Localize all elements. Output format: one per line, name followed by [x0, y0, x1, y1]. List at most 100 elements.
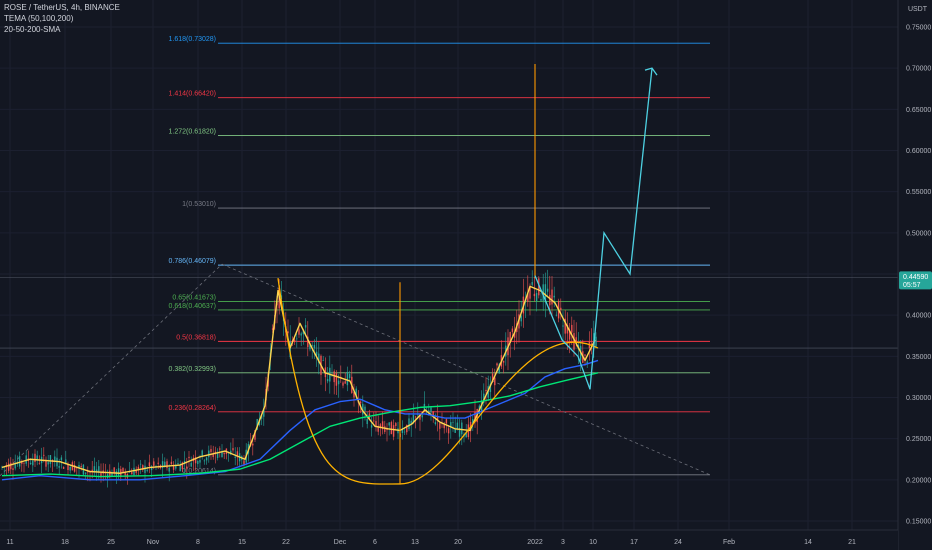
candle-body — [47, 462, 49, 465]
candle-body — [243, 460, 245, 465]
drawing-tools[interactable] — [277, 64, 658, 485]
candle-body — [25, 455, 27, 464]
projection-path[interactable] — [534, 68, 653, 390]
symbol-title[interactable]: ROSE / TetherUS, 4h, BINANCE — [4, 3, 120, 12]
fib-level-label: 0.786(0.46079) — [169, 258, 216, 265]
candle-body — [148, 462, 151, 467]
candle-body — [205, 457, 208, 461]
candle-body — [562, 325, 564, 327]
projection-arrow-icon — [644, 67, 658, 76]
candle-body — [322, 360, 324, 361]
candle-body — [375, 421, 377, 427]
candle-body — [188, 456, 190, 459]
countdown-label: 05:57 — [903, 282, 921, 289]
fib-level-label: 1.618(0.73028) — [169, 36, 216, 43]
candle-body — [307, 336, 309, 348]
candle-body — [355, 388, 357, 398]
candle-body — [80, 466, 82, 467]
candle-body — [87, 471, 89, 473]
candle-body — [439, 423, 441, 429]
price-tick-label: 0.60000 — [906, 148, 931, 155]
candle-body — [212, 454, 214, 458]
last-price-label: 0.44590 — [903, 274, 928, 281]
candle-body — [564, 318, 566, 334]
candle-body — [21, 461, 23, 464]
candle-body — [509, 331, 511, 343]
candle-body — [535, 293, 538, 302]
candle-body — [359, 401, 362, 404]
candle-body — [335, 373, 338, 386]
candle-body — [538, 278, 540, 296]
fib-level-label: 0.5(0.36818) — [176, 334, 216, 341]
candle-body — [181, 462, 184, 470]
candle-body — [100, 472, 102, 478]
candle-body — [337, 380, 340, 385]
candle-body — [377, 425, 379, 432]
candle-body — [447, 428, 450, 434]
candle-body — [271, 328, 274, 330]
indicator-tema-label[interactable]: TEMA (50,100,200) — [4, 14, 74, 23]
candle-body — [595, 336, 597, 347]
candle-body — [252, 443, 254, 446]
price-tick-label: 0.65000 — [906, 107, 931, 114]
candle-body — [362, 403, 364, 415]
price-axis[interactable]: USDT 0.75000 0.70000 0.65000 0.60000 0.55000 0… — [897, 0, 932, 550]
candle-body — [513, 332, 516, 338]
candle-body — [434, 422, 437, 425]
candle-body — [485, 389, 487, 392]
price-tick-label: 0.15000 — [906, 519, 931, 526]
candle-body — [568, 331, 571, 340]
fib-level-label: 0.65(0.41673) — [172, 294, 216, 301]
candle-body — [390, 422, 393, 435]
candle-body — [593, 333, 595, 342]
candle-body — [551, 289, 553, 305]
candle-body — [450, 422, 452, 428]
time-tick-label: 17 — [630, 539, 638, 546]
candle-body — [553, 295, 555, 298]
candle-body — [520, 315, 522, 322]
candle-body — [62, 467, 65, 469]
candle-body — [137, 466, 140, 470]
candle-body — [10, 462, 12, 470]
candle-body — [300, 333, 302, 336]
candle-body — [197, 461, 199, 465]
candle-body — [256, 419, 258, 430]
candle-body — [560, 307, 562, 311]
candle-body — [454, 428, 456, 433]
trend-lines[interactable] — [0, 263, 711, 477]
trend-line-down[interactable] — [221, 263, 711, 476]
candle-body — [150, 466, 153, 471]
price-tick-label: 0.25000 — [906, 436, 931, 443]
candle-body — [65, 459, 67, 464]
candle-body — [113, 467, 115, 473]
candle-body — [575, 337, 577, 343]
candle-body — [131, 472, 133, 475]
candle-body — [190, 462, 192, 467]
time-axis[interactable]: 11 18 25 Nov 8 15 22 Dec 6 13 20 2022 3 10 17 24 Feb 14 21 — [0, 529, 898, 550]
candle-body — [232, 448, 234, 451]
candle-body — [401, 428, 404, 434]
candle-body — [146, 469, 148, 471]
candle-body — [260, 415, 263, 419]
candle-body — [586, 361, 588, 364]
candle-body — [302, 330, 305, 335]
indicator-sma-label[interactable]: 20-50-200-SMA — [4, 25, 61, 34]
candle-body — [223, 452, 225, 455]
time-tick-label: Feb — [723, 539, 735, 546]
price-tick-label: 0.55000 — [906, 189, 931, 196]
fibonacci-levels[interactable]: 1.618(0.73028) 1.414(0.66420) 1.272(0.6182… — [169, 36, 710, 476]
candle-body — [366, 418, 368, 425]
moving-averages — [1, 285, 599, 481]
candle-body — [465, 432, 467, 438]
time-tick-label: 10 — [589, 539, 597, 546]
candle-body — [298, 329, 300, 335]
candle-body — [496, 363, 498, 366]
candle-body — [483, 393, 485, 403]
price-tick-label: 0.30000 — [906, 395, 931, 402]
candle-body — [175, 465, 177, 469]
candle-body — [67, 464, 69, 471]
candle-body — [315, 351, 318, 356]
candle-body — [540, 298, 542, 301]
time-tick-label: Dec — [334, 539, 347, 546]
